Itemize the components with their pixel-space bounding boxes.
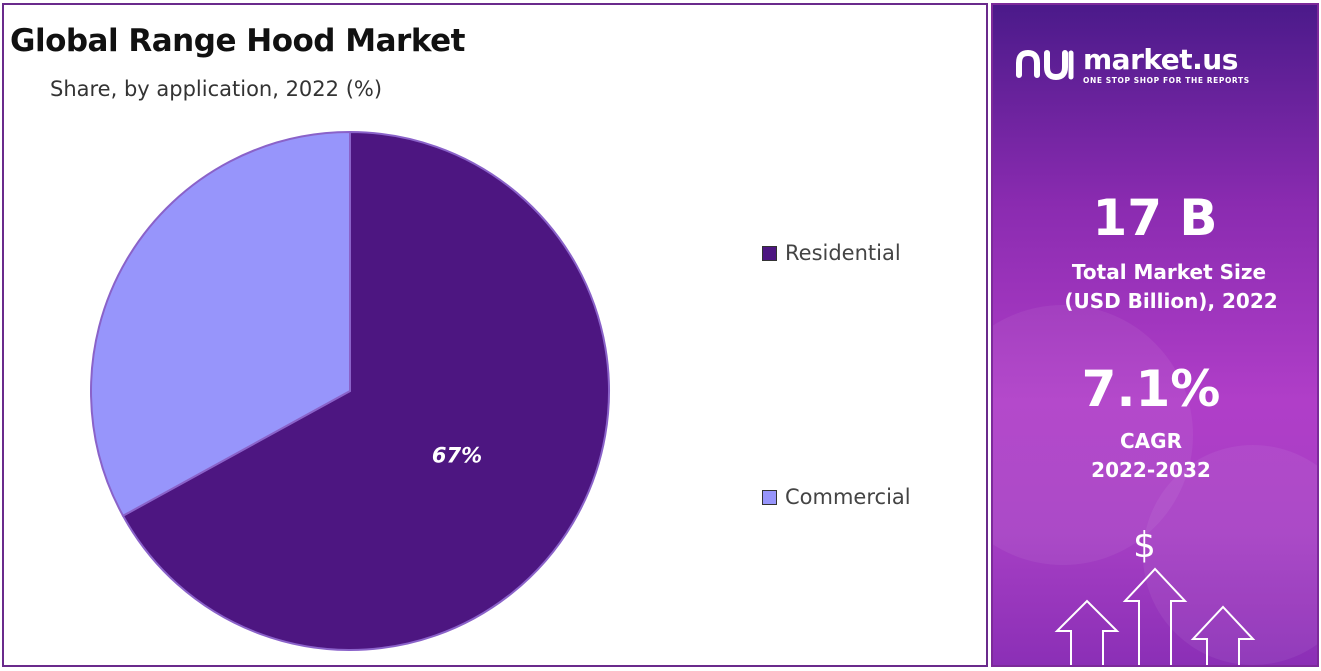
market-size-label-line1: Total Market Size bbox=[1071, 260, 1267, 284]
brand-name: market.us bbox=[1083, 42, 1238, 76]
chart-subtitle: Share, by application, 2022 (%) bbox=[50, 77, 383, 101]
cagr-value: 7.1% bbox=[1081, 360, 1221, 418]
legend-item-residential: Residential bbox=[762, 241, 901, 265]
cagr-label: CAGR bbox=[1120, 429, 1182, 453]
chart-panel: Global Range Hood Market Share, by appli… bbox=[2, 3, 988, 667]
pie-chart: 67% bbox=[90, 130, 610, 651]
legend-label-commercial: Commercial bbox=[785, 485, 911, 509]
brand-tagline: ONE STOP SHOP FOR THE REPORTS bbox=[1083, 75, 1250, 85]
market-size-label-line2: (USD Billion), 2022 bbox=[1064, 289, 1278, 313]
legend-swatch-residential bbox=[762, 245, 777, 261]
summary-panel: market.us ONE STOP SHOP FOR THE REPORTS … bbox=[991, 3, 1319, 667]
pie-slice-commercial bbox=[90, 130, 351, 518]
market-us-logo-icon bbox=[1016, 49, 1074, 81]
pie-slice-residential bbox=[121, 130, 610, 651]
legend-label-residential: Residential bbox=[785, 241, 901, 265]
market-size-value: 17 B bbox=[1092, 189, 1218, 247]
brand: market.us ONE STOP SHOP FOR THE REPORTS bbox=[1015, 45, 1250, 85]
background-shape bbox=[993, 305, 1193, 565]
growth-arrows-icon bbox=[1054, 567, 1256, 665]
legend-swatch-commercial bbox=[762, 489, 777, 505]
cagr-period: 2022-2032 bbox=[1091, 458, 1211, 482]
data-label-residential: 67% bbox=[432, 443, 482, 467]
legend-item-commercial: Commercial bbox=[762, 485, 911, 509]
dollar-icon: $ bbox=[1133, 525, 1156, 566]
chart-title: Global Range Hood Market bbox=[10, 23, 465, 59]
